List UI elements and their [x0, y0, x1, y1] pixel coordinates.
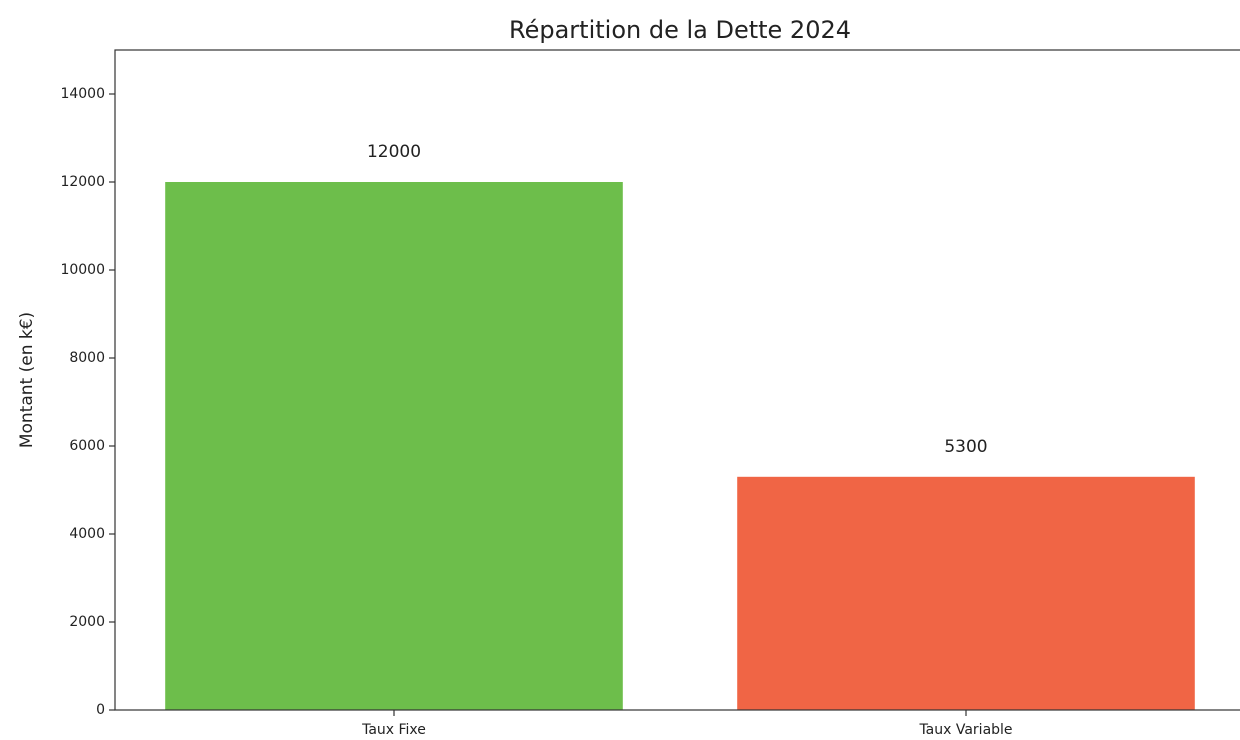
plot-frame	[114, 49, 1240, 711]
y-tick-label: 0	[96, 702, 105, 718]
y-axis-label: Montant (en k€)	[17, 312, 37, 448]
y-tick-label: 12000	[60, 174, 105, 190]
y-tick-label: 8000	[69, 350, 105, 366]
x-tick-label: Taux Fixe	[361, 722, 426, 738]
y-tick-label: 10000	[60, 262, 105, 278]
x-tick-label: Taux Variable	[918, 722, 1012, 738]
data-label: 12000	[367, 142, 421, 162]
data-label: 5300	[944, 437, 987, 457]
y-tick-label: 14000	[60, 86, 105, 102]
y-tick-label: 6000	[69, 438, 105, 454]
bar	[165, 182, 623, 710]
y-tick-label: 2000	[69, 614, 105, 630]
chart-title: Répartition de la Dette 2024	[509, 16, 851, 44]
bar	[737, 476, 1195, 710]
y-tick-label: 4000	[69, 526, 105, 542]
